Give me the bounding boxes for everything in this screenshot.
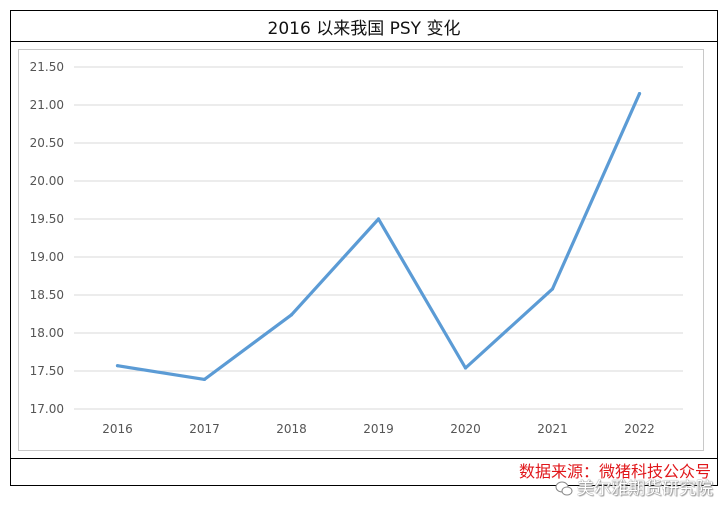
x-tick-label: 2017 [189, 422, 220, 436]
y-tick-label: 18.50 [30, 288, 64, 302]
data-point [550, 287, 555, 291]
y-tick-label: 19.50 [30, 212, 64, 226]
y-tick-label: 19.00 [30, 250, 64, 264]
wechat-icon [555, 481, 573, 496]
watermark-text: 美尔雅期货研究院 [577, 479, 713, 499]
data-point [376, 217, 381, 221]
x-tick-label: 2021 [537, 422, 568, 436]
plot-area [18, 49, 704, 451]
series-line-0 [115, 91, 642, 381]
x-tick-label: 2020 [450, 422, 481, 436]
y-tick-label: 21.50 [30, 60, 64, 74]
chart-frame [10, 42, 718, 458]
footer-row [10, 458, 718, 486]
watermark: 美尔雅期货研究院 [555, 478, 713, 500]
y-axis-ticks: 17.00 17.50 18.00 18.50 19.00 19.50 20.00 20.50… [30, 60, 64, 416]
x-axis-ticks: 2016 2017 2018 2019 2020 2021 2022 [102, 422, 655, 436]
y-tick-label: 21.00 [30, 98, 64, 112]
y-tick-label: 20.50 [30, 136, 64, 150]
y-tick-label: 17.50 [30, 364, 64, 378]
y-tick-label: 20.00 [30, 174, 64, 188]
series-layer [115, 91, 642, 381]
data-point [115, 364, 120, 368]
data-point [202, 377, 207, 381]
y-tick-label: 18.00 [30, 326, 64, 340]
data-point [289, 313, 294, 317]
x-tick-label: 2019 [363, 422, 394, 436]
data-point [637, 92, 642, 96]
gridlines [74, 66, 683, 410]
chart-title: 2016 以来我国 PSY 变化 [10, 10, 718, 42]
x-tick-label: 2018 [276, 422, 307, 436]
y-tick-label: 17.00 [30, 402, 64, 416]
data-point [463, 366, 468, 370]
data-source-note: 数据来源：微猪科技公众号 [518, 462, 711, 481]
x-tick-label: 2016 [102, 422, 133, 436]
x-tick-label: 2022 [624, 422, 655, 436]
